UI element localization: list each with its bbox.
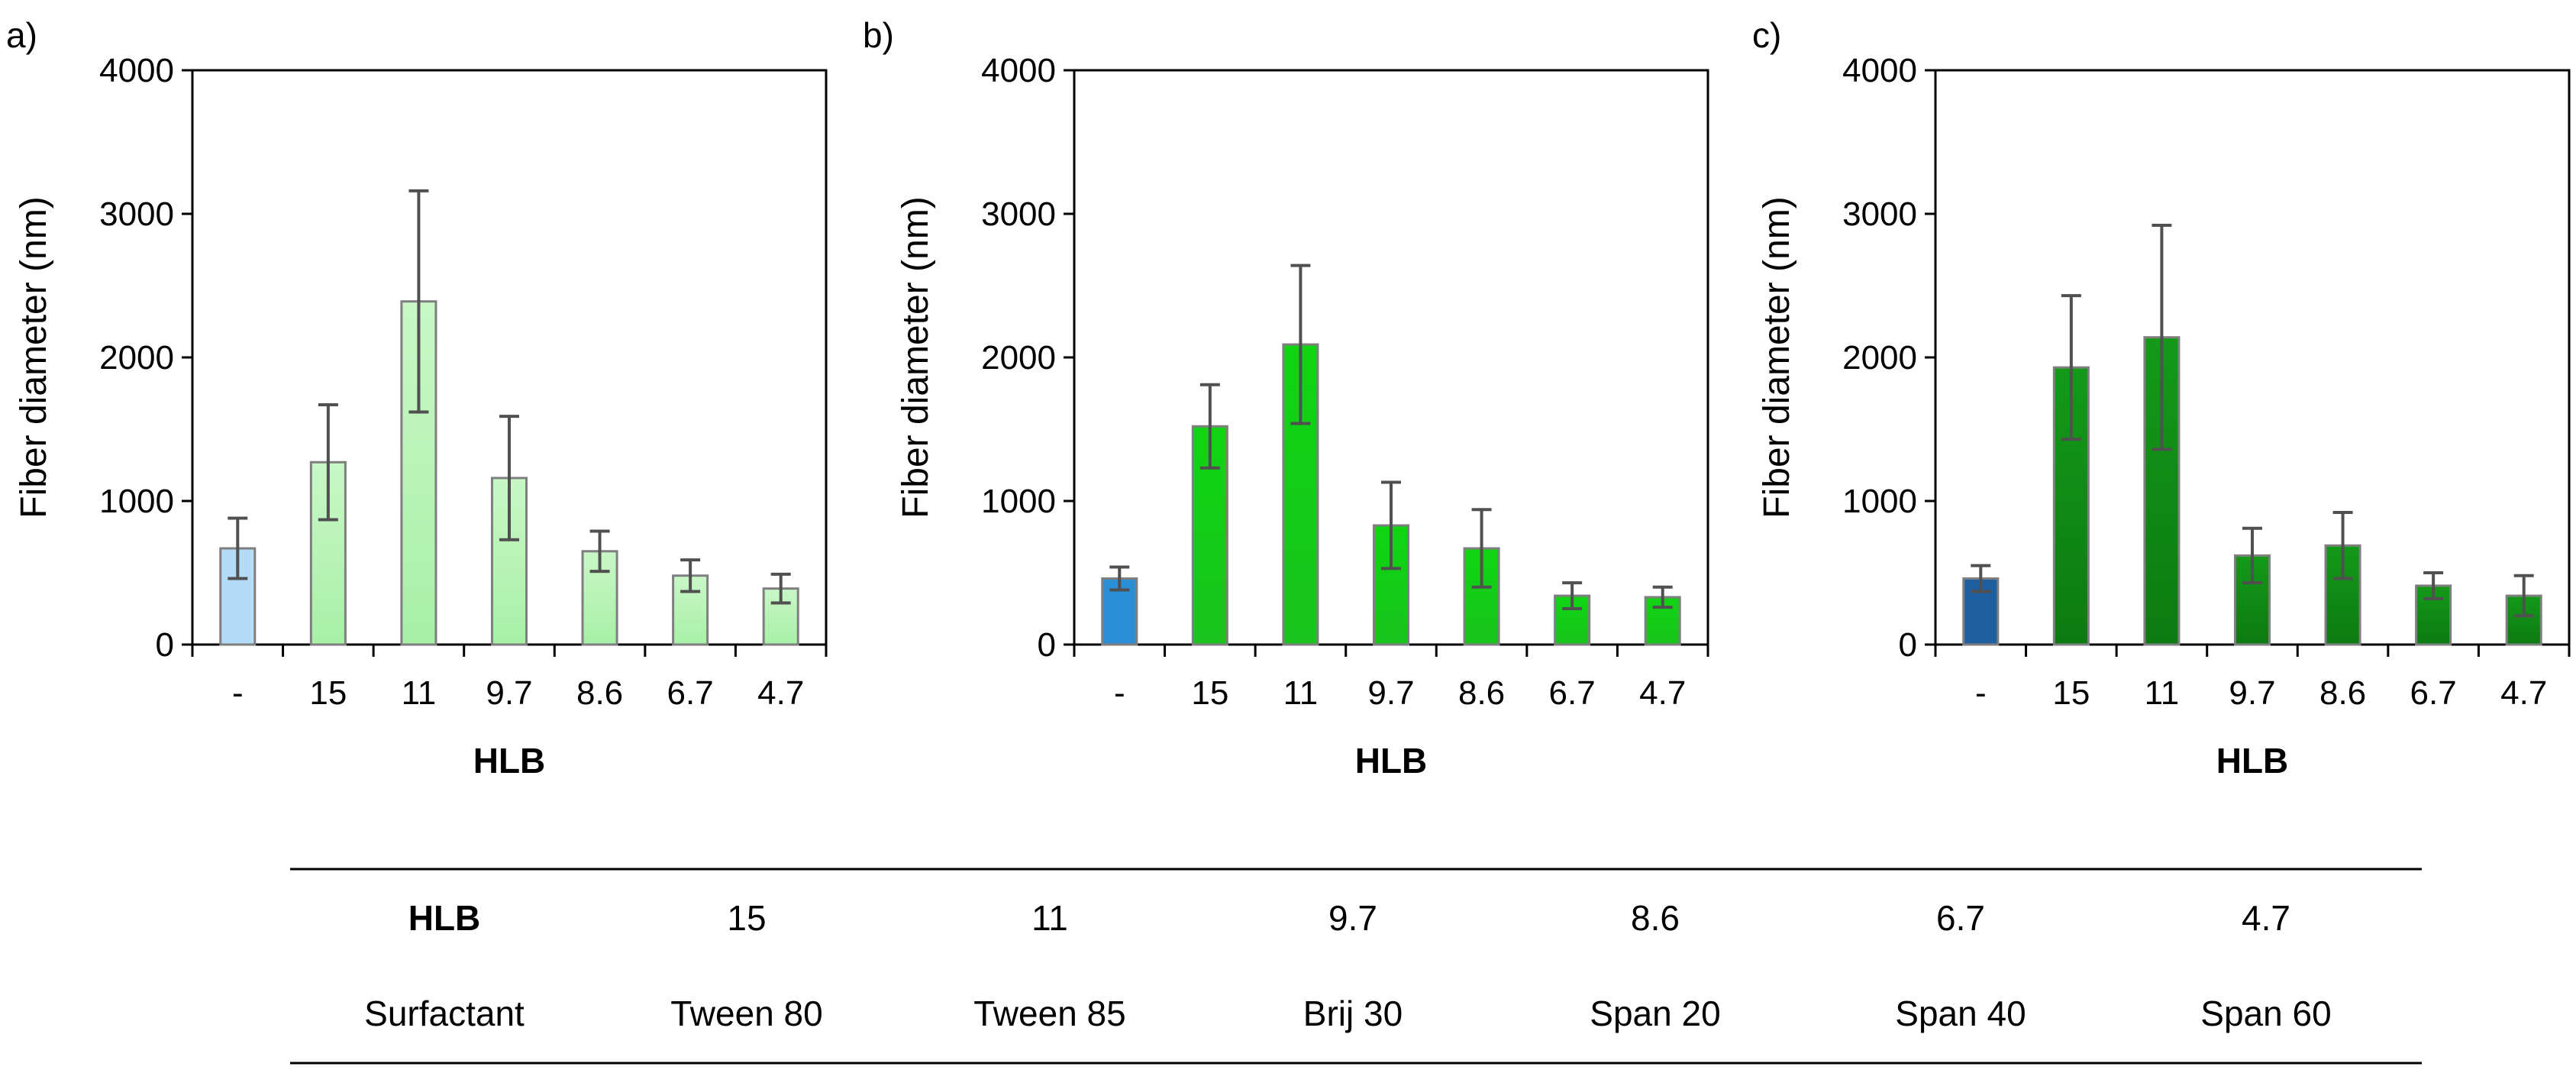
table-row-value: Span 20 [1590,994,1720,1033]
x-tick-label: 4.7 [757,674,804,712]
table-header-value: 6.7 [1936,898,1985,938]
y-tick-label: 1000 [99,483,174,520]
chart-panel: a) 0 1000 2000 3000 4000 - 15 11 9.7 8.6 6.7 4.7 HLB F… [6,15,828,781]
y-axis-title: Fiber diameter (nm) [1757,196,1797,518]
x-tick-label: 6.7 [1549,674,1596,712]
x-tick-label: 15 [2052,674,2090,712]
chart-panel: c) 0 1000 2000 3000 4000 - 15 11 9.7 8.6 6.7 4.7 HLB F… [1752,15,2571,781]
table-header-value: 11 [1031,898,1068,938]
y-tick-label: 0 [1899,626,1917,664]
panel-label: b) [863,15,894,55]
y-tick-label: 1000 [981,483,1056,520]
table-row-value: Tween 80 [670,994,822,1033]
x-axis-title: HLB [2216,741,2289,781]
y-tick-label: 4000 [981,52,1056,89]
table-header-value: 15 [727,898,766,938]
y-tick-label: 1000 [1842,483,1917,520]
table-row-value: Brij 30 [1303,994,1403,1033]
table-header-label: HLB [408,898,481,938]
x-tick-label: 11 [402,674,437,712]
x-axis-title: HLB [1355,741,1428,781]
table-header-value: 4.7 [2242,898,2290,938]
table-row-label: Surfactant [364,994,525,1033]
bar [1554,594,1591,646]
table-row-value: Span 60 [2200,994,2331,1033]
x-tick-label: 8.6 [1458,674,1505,712]
x-tick-label: - [232,674,244,712]
y-tick-label: 4000 [99,52,174,89]
y-tick-label: 3000 [99,196,174,233]
table-header-value: 8.6 [1631,898,1680,938]
x-axis-title: HLB [473,741,546,781]
table-row-value: Tween 85 [973,994,1125,1033]
x-tick-label: 6.7 [2410,674,2457,712]
y-tick-label: 4000 [1842,52,1917,89]
x-tick-label: 4.7 [1639,674,1686,712]
x-tick-label: 8.6 [2319,674,2366,712]
y-tick-label: 2000 [1842,339,1917,377]
y-axis-title: Fiber diameter (nm) [896,196,936,518]
y-tick-label: 3000 [981,196,1056,233]
y-axis-title: Fiber diameter (nm) [14,196,54,518]
panel-label: c) [1752,15,1781,55]
bar [1191,425,1228,646]
y-tick-label: 0 [156,626,174,664]
y-tick-label: 2000 [981,339,1056,377]
x-tick-label: 8.6 [576,674,623,712]
x-tick-label: 11 [1283,674,1319,712]
x-tick-label: - [1114,674,1125,712]
y-tick-label: 3000 [1842,196,1917,233]
x-tick-label: - [1975,674,1987,712]
x-tick-label: 15 [1191,674,1228,712]
y-tick-label: 2000 [99,339,174,377]
x-tick-label: 9.7 [486,674,532,712]
x-tick-label: 15 [309,674,347,712]
x-tick-label: 4.7 [2500,674,2547,712]
x-tick-label: 6.7 [667,674,714,712]
table-header-value: 9.7 [1328,898,1377,938]
x-tick-label: 9.7 [2229,674,2275,712]
surfactant-table: HLB 15 11 9.7 8.6 6.7 4.7 Surfactant Twe… [290,868,2422,1065]
x-tick-label: 11 [2145,674,2180,712]
chart-panel: b) 0 1000 2000 3000 4000 - 15 11 9.7 8.6 6.7 4.7 HLB F… [863,15,1709,781]
y-tick-label: 0 [1038,626,1056,664]
x-tick-label: 9.7 [1367,674,1414,712]
panel-label: a) [6,15,37,55]
table-row-value: Span 40 [1895,994,2026,1033]
